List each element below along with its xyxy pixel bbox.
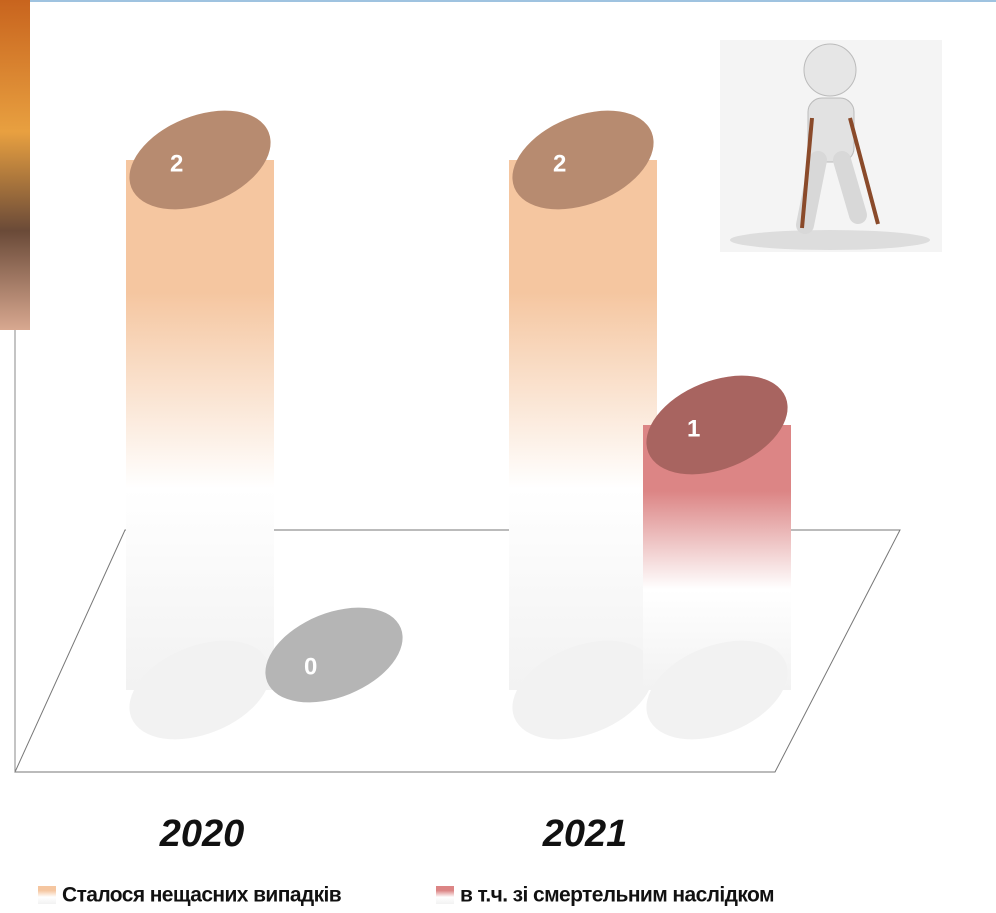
crutches-figure	[720, 40, 942, 252]
cylinder	[126, 110, 274, 740]
legend-label: в т.ч. зі смертельним наслідком	[460, 884, 774, 907]
cylinder-body	[126, 160, 274, 690]
floor	[14, 529, 901, 773]
cylinder	[265, 607, 403, 703]
legend-swatch	[436, 886, 454, 904]
cylinder	[509, 110, 657, 740]
data-label: 1	[687, 415, 700, 442]
cylinder-bottom	[129, 640, 271, 740]
x-tick-label: 2021	[542, 813, 628, 855]
side-image	[0, 0, 30, 330]
cylinder-top	[129, 110, 271, 210]
cylinder-top	[512, 110, 654, 210]
cylinder-bottom	[646, 640, 788, 740]
data-label: 2	[553, 150, 566, 177]
cylinder-top-shade	[129, 110, 271, 210]
cylinder-body	[509, 160, 657, 690]
cylinder-top-shade	[646, 375, 788, 475]
x-tick-label: 2020	[159, 813, 245, 855]
data-label: 0	[304, 653, 317, 680]
cylinder-bottom	[512, 640, 654, 740]
cylinder-top-shade	[512, 110, 654, 210]
cylinder-top	[646, 375, 788, 475]
data-label: 2	[170, 150, 183, 177]
legend-swatch	[38, 886, 56, 904]
legend-label: Сталося нещасних випадків	[62, 884, 342, 907]
cylinder-top	[265, 607, 403, 703]
cylinder	[643, 375, 791, 740]
